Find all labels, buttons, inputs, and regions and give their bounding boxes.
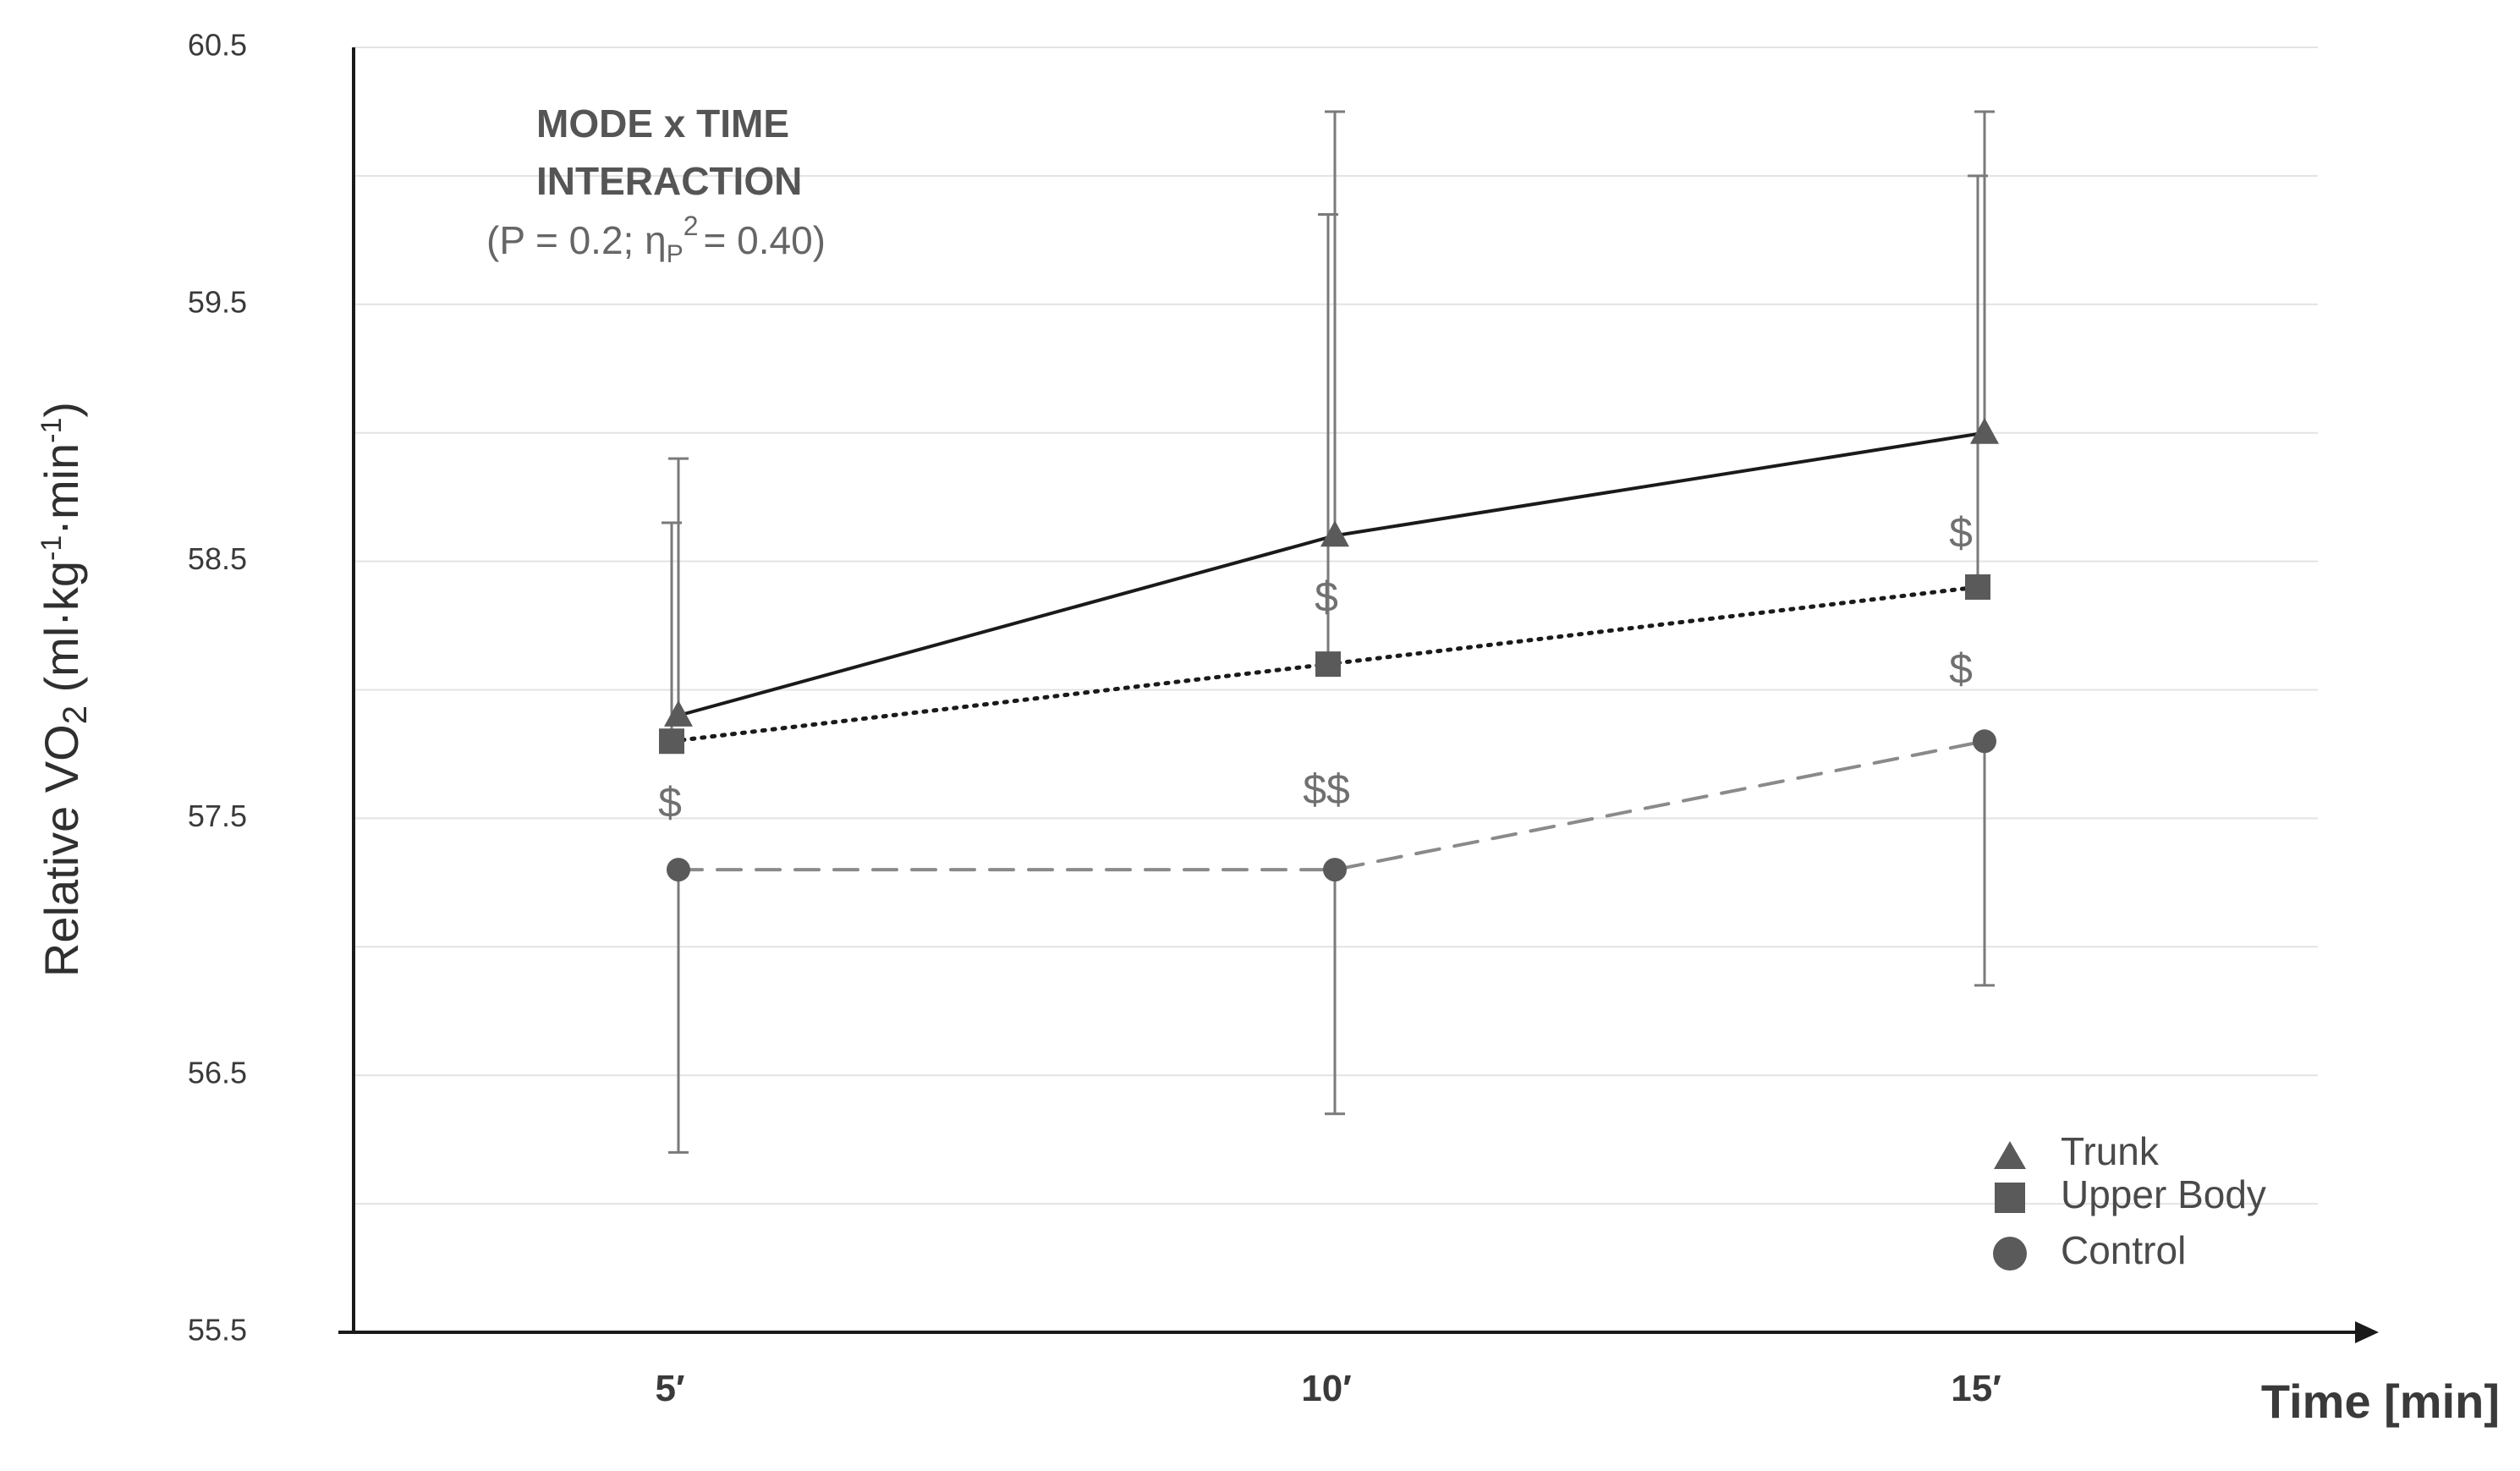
error-bars [662, 110, 1995, 1154]
significance-mark: $ [1949, 508, 1973, 556]
annotation-stats-close: = 0.40) [704, 218, 826, 262]
y-tick-label: 60.5 [188, 28, 247, 63]
legend-triangle-icon [1994, 1141, 2026, 1169]
annotation-stats: (P = 0.2; ηP2 = 0.40) [486, 211, 826, 268]
x-axis-arrow-icon [2355, 1321, 2379, 1343]
y-axis-title-unit-mid: ·min [35, 443, 88, 535]
y-tick-labels: 55.5 56.5 57.5 58.5 59.5 60.5 [188, 28, 247, 1348]
y-axis-title: Relative VO2 (ml·kg-1·min-1) [35, 402, 94, 977]
legend-square-icon [1995, 1183, 2025, 1213]
y-tick-label: 57.5 [188, 799, 247, 833]
x-tick-label: 15′ [1951, 1368, 2001, 1409]
y-tick-label: 58.5 [188, 541, 247, 576]
legend-label-trunk: Trunk [2061, 1129, 2160, 1173]
annotation-stats-open: (P = 0.2; η [486, 218, 667, 262]
y-axis-title-sup1: -1 [36, 535, 68, 561]
y-axis-title-sub: 2 [57, 705, 94, 724]
annotation-line1: MODE x TIME [536, 102, 789, 145]
y-axis-title-sup2: -1 [36, 418, 68, 443]
upper-body-data-point [1315, 651, 1341, 678]
control-data-point [1973, 729, 1996, 754]
trunk-data-point [664, 700, 693, 727]
annotation-stats-sub: P [667, 240, 684, 268]
significance-mark: $ [658, 778, 682, 826]
significance-mark: $ [1949, 645, 1973, 692]
annotation-line2: INTERACTION [536, 159, 802, 203]
x-tick-label: 10′ [1301, 1368, 1352, 1409]
x-tick-label: 5′ [655, 1368, 684, 1409]
legend-circle-icon [1993, 1237, 2027, 1271]
series-line-control [677, 739, 1986, 872]
trunk-data-point [1320, 520, 1349, 547]
y-tick-label: 59.5 [188, 284, 247, 319]
significance-marks: $$$$$$ [658, 508, 1973, 826]
annotation-stats-sup: 2 [684, 211, 699, 241]
control-data-point [1323, 858, 1347, 882]
significance-mark: $$ [1303, 766, 1350, 813]
x-tick-labels: 5′ 10′ 15′ [655, 1368, 2001, 1409]
control-data-point [667, 858, 690, 882]
significance-mark: $ [1315, 573, 1338, 620]
legend-label-upper-body: Upper Body [2061, 1172, 2266, 1216]
y-tick-label: 55.5 [188, 1313, 247, 1348]
y-axis-title-unit-open: (ml·kg [35, 561, 88, 705]
upper-body-data-point [1965, 574, 1990, 600]
trunk-data-point [1970, 417, 1999, 444]
legend-label-control: Control [2061, 1228, 2186, 1272]
upper-body-data-point [659, 728, 684, 755]
y-axis-title-main: Relative VO [35, 724, 88, 977]
series-markers [659, 417, 1999, 882]
legend: Trunk Upper Body Control [1993, 1129, 2266, 1272]
y-axis-title-unit-close: ) [35, 402, 88, 418]
x-axis-title: Time [min] [2261, 1375, 2500, 1428]
y-tick-label: 56.5 [188, 1056, 247, 1090]
